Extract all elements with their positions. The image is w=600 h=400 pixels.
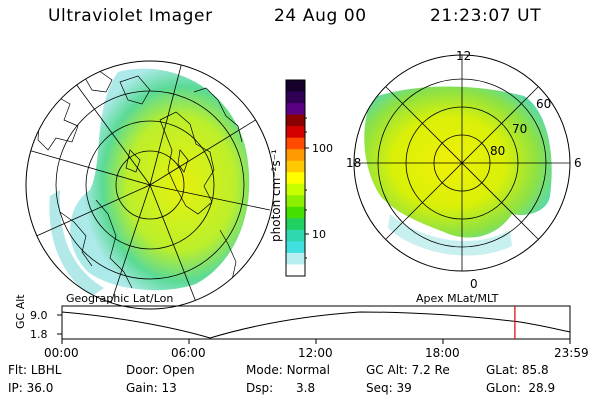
dsp-value: 3.8 — [296, 381, 316, 395]
colorbar-swatch — [286, 195, 305, 208]
colorbar-swatch — [286, 114, 305, 127]
time-label: 21:23:07 UT — [430, 6, 542, 26]
timeline-xtick-1200: 12:00 — [298, 346, 333, 360]
colorbar-swatch — [286, 229, 305, 243]
colorbar-swatch — [286, 126, 305, 139]
status-seq: Seq: 39 — [366, 381, 412, 395]
mlt-label-0: 0 — [470, 277, 478, 291]
status-filter: Flt: LBHL — [8, 363, 61, 377]
timeline-xtick-0600: 06:00 — [171, 346, 206, 360]
timeline-ytick-low: 1.8 — [30, 328, 48, 341]
colorbar-tick-10: 10 — [312, 228, 326, 241]
timeline-xtick-0000: 00:00 — [44, 346, 79, 360]
glat-value: 85.8 — [521, 363, 549, 377]
left-map-caption: Geographic Lat/Lon — [66, 292, 173, 305]
mlt-label-6: 6 — [574, 156, 582, 170]
geographic-map — [25, 60, 275, 310]
right-aurora-image — [364, 86, 552, 238]
gc-alt-label: GC Alt: — [366, 363, 408, 377]
date-label: 24 Aug 00 — [274, 6, 367, 26]
gc-alt-value: 7.2 Re — [411, 363, 450, 377]
altitude-timeline: GC Alt 9.0 1.8 00:00 06:00 12:00 18:00 2… — [14, 294, 589, 360]
door-value: Open — [162, 363, 195, 377]
filter-value: LBHL — [30, 363, 62, 377]
door-label: Door: — [126, 363, 159, 377]
colorbar-unit-label: photon cm⁻²s⁻¹ — [269, 149, 283, 242]
mlat-label-60: 60 — [536, 97, 551, 111]
dsp-label: Dsp: — [246, 381, 274, 395]
colorbar-swatch — [286, 80, 305, 93]
timeline-axis-label: GC Alt — [14, 294, 27, 329]
status-glat: GLat: 85.8 — [486, 363, 549, 377]
status-gain: Gain: 13 — [126, 381, 177, 395]
status-ip: IP: 36.0 — [8, 381, 53, 395]
status-door: Door: Open — [126, 363, 195, 377]
mlat-mlt-map: 12 18 6 0 60 70 80 — [346, 49, 582, 291]
status-mode: Mode: Normal — [246, 363, 330, 377]
left-aurora-fringe — [49, 190, 104, 296]
timeline-xtick-1800: 18:00 — [425, 346, 460, 360]
colorbar-swatch — [286, 91, 305, 104]
colorbar-swatch — [286, 137, 305, 150]
glat-label: GLat: — [486, 363, 519, 377]
status-dsp: Dsp: 3.8 — [246, 381, 315, 395]
colorbar-swatch — [286, 103, 305, 116]
colorbar-swatch — [286, 252, 305, 266]
seq-value: 39 — [396, 381, 412, 395]
colorbar: 100 10 photon cm⁻²s⁻¹ — [269, 79, 333, 277]
gain-value: 13 — [161, 381, 177, 395]
colorbar-swatch — [286, 218, 305, 231]
status-gc-alt: GC Alt: 7.2 Re — [366, 363, 450, 377]
mlat-label-70: 70 — [512, 122, 527, 136]
timeline-xtick-2359: 23:59 — [554, 346, 589, 360]
mode-label: Mode: — [246, 363, 283, 377]
ip-value: 36.0 — [26, 381, 54, 395]
ip-label: IP: — [8, 381, 23, 395]
left-lat-circles — [55, 90, 245, 280]
mlt-meridians — [354, 55, 570, 271]
mode-value: Normal — [286, 363, 330, 377]
altitude-curve — [61, 311, 571, 339]
colorbar-swatch — [286, 183, 305, 196]
colorbar-swatch — [286, 160, 305, 173]
colorbar-swatch — [286, 241, 305, 254]
colorbar-swatch — [286, 172, 305, 185]
seq-label: Seq: — [366, 381, 393, 395]
colorbar-swatch — [286, 206, 305, 219]
timeline-ytick-high: 9.0 — [30, 309, 48, 322]
mlt-label-12: 12 — [456, 49, 471, 63]
left-meridians — [27, 61, 271, 307]
glon-label: GLon: — [486, 381, 521, 395]
status-glon: GLon: 28.9 — [486, 381, 555, 395]
glon-value: 28.9 — [528, 381, 556, 395]
mlat-label-80: 80 — [490, 144, 505, 158]
colorbar-swatch — [286, 149, 305, 162]
right-map-caption: Apex MLat/MLT — [416, 292, 499, 305]
colorbar-tick-100: 100 — [312, 142, 333, 155]
gain-label: Gain: — [126, 381, 158, 395]
filter-label: Flt: — [8, 363, 27, 377]
colorbar-swatch — [286, 264, 305, 277]
instrument-title: Ultraviolet Imager — [48, 6, 213, 26]
mlt-label-18: 18 — [346, 156, 361, 170]
